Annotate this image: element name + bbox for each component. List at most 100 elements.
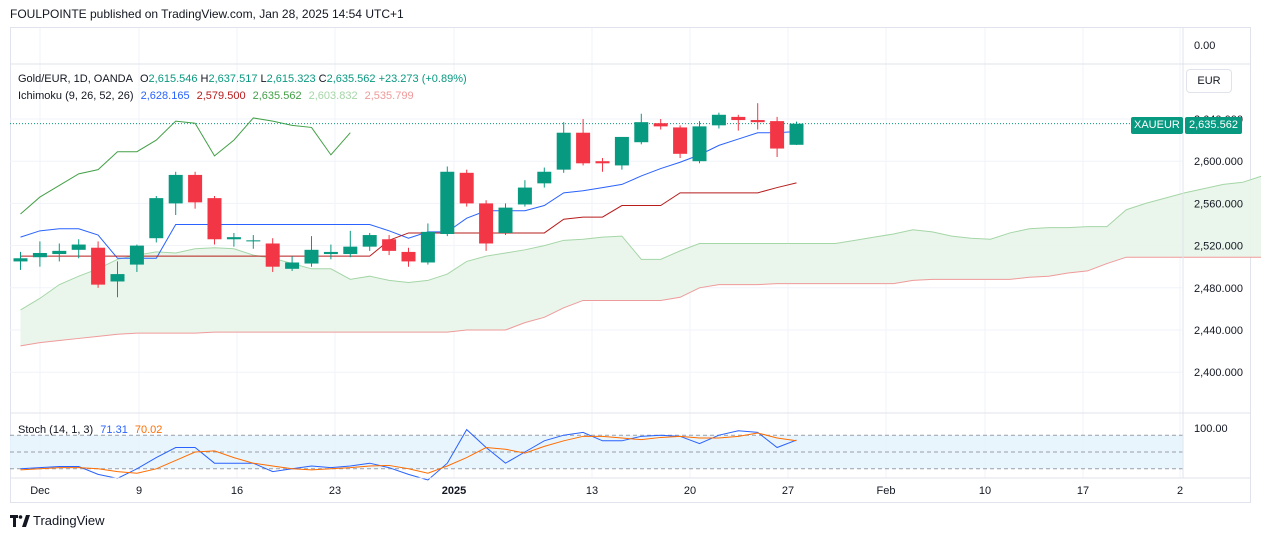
stoch-d-value: 70.02 [134, 424, 163, 436]
conversion-line [20, 130, 797, 259]
ichimoku-name[interactable]: Ichimoku (9, 26, 52, 26) [18, 90, 134, 102]
candle-body [750, 120, 765, 123]
chart-frame[interactable] [10, 27, 1251, 503]
legend-o-label: O [139, 73, 149, 85]
candle-body [362, 235, 377, 247]
cloud-fill [20, 176, 1261, 346]
candle [653, 119, 668, 130]
x-tick-label: 10 [979, 485, 991, 497]
candle-body [188, 174, 203, 203]
candle-body [401, 251, 416, 262]
x-tick-label: 17 [1077, 485, 1089, 497]
x-tick-label: 2 [1177, 485, 1183, 497]
legend-h-label: H [200, 73, 209, 85]
candle-body [576, 132, 591, 164]
candle-body [265, 243, 280, 267]
candle-body [32, 252, 47, 258]
legend-change: +23.273 (+0.89%) [378, 73, 467, 85]
legend-ichimoku: Ichimoku (9, 26, 52, 26) 2,628.165 2,579… [18, 90, 418, 102]
candle [537, 167, 552, 188]
candle-body [343, 246, 358, 255]
candle [401, 247, 416, 267]
x-tick-label: 2025 [442, 485, 466, 497]
candle [479, 200, 494, 251]
candle [110, 261, 125, 298]
candle-body [129, 245, 144, 265]
footer[interactable]: TradingView [10, 513, 105, 528]
candle-body [246, 240, 261, 242]
candle [129, 244, 144, 272]
candle [770, 116, 785, 157]
candle [304, 236, 319, 267]
currency-selector[interactable]: EUR [1186, 69, 1232, 93]
ichimoku-conversion: 2,628.165 [140, 90, 190, 102]
candle-body [731, 116, 746, 121]
candle [614, 136, 629, 170]
candle-body [459, 172, 474, 204]
candle [343, 230, 358, 258]
candle-body [382, 239, 397, 251]
candle [246, 235, 261, 249]
ichimoku-lagging: 2,635.562 [252, 90, 302, 102]
legend-h-value: 2,637.517 [208, 73, 258, 85]
legend-c-label: C [318, 73, 327, 85]
top-pane-tick-label: 0.00 [1194, 40, 1215, 52]
lead-span-2-line [20, 256, 1261, 347]
candle [207, 196, 222, 245]
candle-body [91, 247, 106, 285]
indicator-lines [10, 117, 1261, 347]
tradingview-logo-icon [10, 514, 30, 527]
candle [71, 239, 86, 259]
candle [517, 180, 532, 207]
x-tick-label: Feb [877, 485, 896, 497]
stoch-k-value: 71.31 [100, 424, 128, 436]
candles [13, 103, 804, 298]
candle [595, 158, 610, 172]
x-tick-label: 13 [586, 485, 598, 497]
candle-body [420, 231, 435, 263]
lagging-span-line [20, 117, 351, 215]
x-tick-label: 16 [231, 485, 243, 497]
candle-body [614, 136, 629, 166]
x-tick-label: 20 [684, 485, 696, 497]
candle [13, 251, 28, 270]
candle [362, 232, 377, 251]
candle [323, 244, 338, 260]
stoch-name[interactable]: Stoch (14, 1, 3) [18, 424, 94, 436]
legend-c-value: 2,635.562 [326, 73, 376, 85]
ichimoku-cloud [20, 176, 1261, 346]
lead-span-1-line [20, 175, 1261, 311]
candle [634, 113, 649, 145]
candle-body [634, 122, 649, 143]
stoch-series-k [20, 428, 797, 481]
x-tick-label: 23 [329, 485, 341, 497]
candle [459, 169, 474, 207]
candle-body [110, 274, 125, 282]
candle-body [692, 126, 707, 162]
candle [556, 122, 571, 173]
legend-l-value: 2,615.323 [266, 73, 316, 85]
x-tick-label: 27 [782, 485, 794, 497]
candle [731, 114, 746, 131]
candle [52, 243, 67, 262]
legend-o-value: 2,615.546 [148, 73, 198, 85]
legend-symbol[interactable]: Gold/EUR, 1D, OANDA [18, 73, 133, 85]
stoch-series-d [20, 432, 797, 474]
candle-body [13, 258, 28, 262]
candle [440, 166, 455, 237]
candle-body [304, 249, 319, 264]
footer-brand: TradingView [33, 513, 105, 528]
stoch-y-tick-label: 100.00 [1194, 423, 1228, 435]
candle-body [168, 174, 183, 204]
candle-body [323, 251, 338, 255]
legend-main: Gold/EUR, 1D, OANDA O2,615.546 H2,637.51… [18, 73, 471, 85]
candle [711, 112, 726, 129]
y-tick-label: 2,480.000 [1194, 283, 1243, 295]
candle [498, 203, 513, 236]
publisher-line: FOULPOINTE published on TradingView.com,… [10, 7, 404, 21]
candle [692, 121, 707, 164]
candle [285, 256, 300, 271]
stochastic-panel [10, 428, 1183, 481]
candle-body [673, 127, 688, 154]
